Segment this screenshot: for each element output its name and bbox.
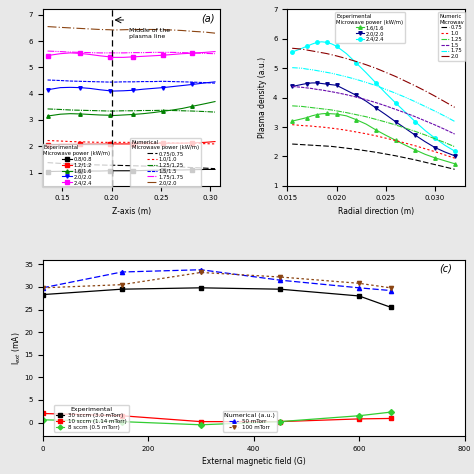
Legend: 50 mTorr, 100 mTorr: 50 mTorr, 100 mTorr — [223, 411, 277, 431]
X-axis label: Z-axis (m): Z-axis (m) — [112, 207, 151, 216]
Text: Middle of the
plasma line: Middle of the plasma line — [129, 28, 171, 39]
Y-axis label: I$_{ext}$ (mA): I$_{ext}$ (mA) — [10, 331, 23, 365]
Text: (c): (c) — [439, 264, 452, 273]
Y-axis label: Plasma density (a.u.): Plasma density (a.u.) — [258, 57, 267, 138]
X-axis label: External magnetic field (G): External magnetic field (G) — [202, 457, 305, 466]
X-axis label: Radial direction (m): Radial direction (m) — [338, 207, 414, 216]
Legend: 0.75, 1.0, 1.25, 1.5, 1.75, 2.0: 0.75, 1.0, 1.25, 1.5, 1.75, 2.0 — [438, 12, 465, 61]
Legend: 0.75/0.75, 1.0/1.0, 1.25/1.25, 1.5/1.5, 1.75/1.75, 2.0/2.0: 0.75/0.75, 1.0/1.0, 1.25/1.25, 1.5/1.5, … — [130, 138, 201, 187]
Text: (a): (a) — [201, 13, 215, 23]
